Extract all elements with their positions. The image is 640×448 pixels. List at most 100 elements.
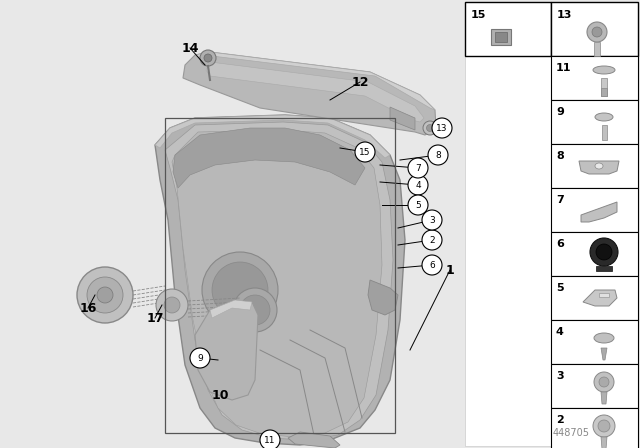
Text: 11: 11 — [264, 435, 276, 444]
Text: 15: 15 — [471, 10, 486, 20]
Circle shape — [156, 289, 188, 321]
Polygon shape — [155, 115, 405, 445]
Circle shape — [164, 297, 180, 313]
Circle shape — [593, 415, 615, 437]
Polygon shape — [581, 202, 617, 222]
Circle shape — [355, 142, 375, 162]
Polygon shape — [183, 52, 436, 135]
Text: 16: 16 — [79, 302, 97, 314]
Ellipse shape — [595, 163, 603, 169]
Bar — [491, 29, 511, 45]
Text: 13: 13 — [436, 124, 448, 133]
Polygon shape — [206, 62, 424, 122]
Text: 13: 13 — [557, 10, 572, 20]
Bar — [551, 2, 638, 56]
Ellipse shape — [595, 113, 613, 121]
Text: 5: 5 — [415, 201, 421, 210]
Polygon shape — [390, 107, 415, 130]
Text: 14: 14 — [181, 42, 199, 55]
Circle shape — [260, 430, 280, 448]
Bar — [601, 78, 607, 96]
Polygon shape — [172, 130, 382, 437]
Text: 448705: 448705 — [552, 428, 589, 438]
Bar — [165, 118, 395, 433]
Bar — [551, 276, 638, 320]
Circle shape — [77, 267, 133, 323]
Text: 2: 2 — [556, 415, 564, 425]
Bar — [601, 88, 607, 96]
Polygon shape — [583, 290, 617, 306]
Bar — [551, 56, 638, 100]
Circle shape — [408, 158, 428, 178]
Text: 11: 11 — [556, 63, 572, 73]
Polygon shape — [601, 348, 607, 360]
Polygon shape — [601, 392, 607, 404]
Circle shape — [422, 230, 442, 250]
Circle shape — [204, 54, 212, 62]
Bar — [551, 188, 638, 232]
Text: 4: 4 — [556, 327, 564, 337]
Circle shape — [97, 287, 113, 303]
Circle shape — [233, 288, 277, 332]
Circle shape — [200, 50, 216, 66]
Text: 3: 3 — [429, 215, 435, 224]
Polygon shape — [288, 432, 340, 448]
Bar — [596, 266, 612, 271]
Polygon shape — [601, 437, 607, 448]
Circle shape — [240, 295, 270, 325]
Text: 9: 9 — [197, 353, 203, 362]
Circle shape — [202, 252, 278, 328]
Polygon shape — [210, 300, 252, 318]
Circle shape — [587, 22, 607, 42]
Text: 8: 8 — [556, 151, 564, 161]
Circle shape — [599, 377, 609, 387]
Polygon shape — [579, 161, 619, 174]
Circle shape — [422, 255, 442, 275]
Circle shape — [423, 121, 437, 135]
Text: 4: 4 — [415, 181, 421, 190]
Text: 10: 10 — [211, 388, 228, 401]
Text: 15: 15 — [359, 147, 371, 156]
Circle shape — [212, 262, 268, 318]
Polygon shape — [173, 128, 365, 188]
Circle shape — [190, 348, 210, 368]
Text: 1: 1 — [445, 263, 454, 276]
Circle shape — [408, 175, 428, 195]
Text: 17: 17 — [147, 311, 164, 324]
Ellipse shape — [594, 333, 614, 343]
Circle shape — [426, 125, 433, 132]
Text: 3: 3 — [556, 371, 564, 381]
Circle shape — [598, 420, 610, 432]
Text: 6: 6 — [556, 239, 564, 249]
Text: 6: 6 — [429, 260, 435, 270]
Polygon shape — [155, 115, 390, 158]
Text: 7: 7 — [556, 195, 564, 205]
Text: 2: 2 — [429, 236, 435, 245]
Polygon shape — [165, 122, 393, 440]
Circle shape — [422, 210, 442, 230]
Bar — [551, 232, 638, 276]
Polygon shape — [368, 280, 398, 315]
Text: 12: 12 — [351, 76, 369, 89]
Circle shape — [428, 145, 448, 165]
Text: 7: 7 — [415, 164, 421, 172]
Circle shape — [594, 372, 614, 392]
Circle shape — [432, 118, 452, 138]
Polygon shape — [195, 300, 258, 400]
Circle shape — [596, 244, 612, 260]
Text: 8: 8 — [435, 151, 441, 159]
Bar — [551, 408, 638, 448]
Bar — [551, 320, 638, 364]
Polygon shape — [195, 52, 435, 110]
Bar — [495, 32, 507, 42]
Bar — [594, 42, 600, 56]
Bar — [551, 100, 638, 144]
Text: 9: 9 — [556, 107, 564, 117]
Bar — [465, 2, 637, 446]
Bar — [551, 364, 638, 408]
Circle shape — [408, 195, 428, 215]
Bar — [602, 125, 607, 140]
Text: 5: 5 — [556, 283, 564, 293]
Circle shape — [592, 27, 602, 37]
Bar — [551, 144, 638, 188]
